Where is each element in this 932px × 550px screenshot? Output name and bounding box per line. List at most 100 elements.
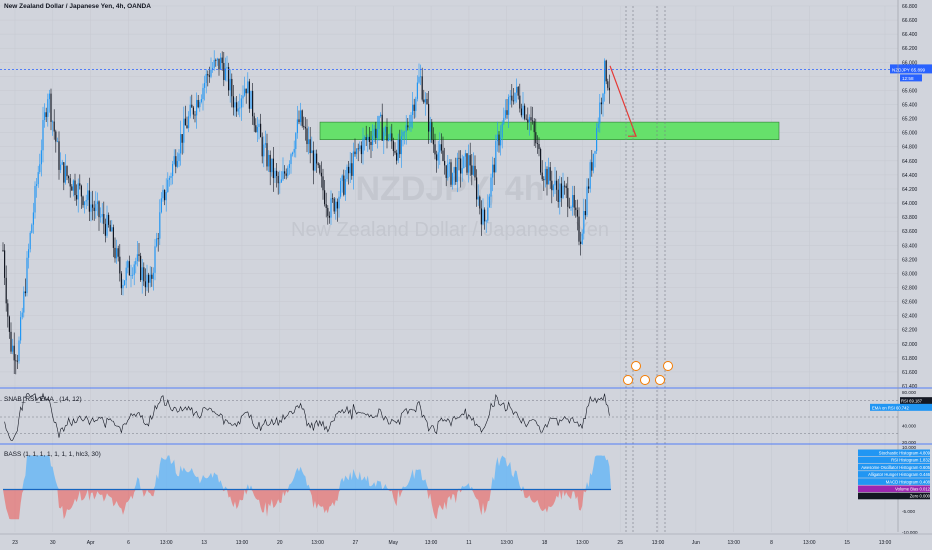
candle-body [23, 291, 25, 313]
candle-body [165, 192, 167, 201]
y-tick-label: 63.200 [902, 257, 918, 263]
candle-body [442, 150, 444, 161]
candle-body [13, 345, 15, 361]
candle-body [16, 360, 18, 362]
candle-body [293, 148, 295, 153]
y-tick-label: 62.000 [902, 342, 918, 348]
candle-body [295, 133, 297, 149]
candle-body [314, 153, 316, 171]
candle-body [109, 224, 111, 232]
candle-body [76, 195, 78, 200]
candle-body [434, 144, 436, 155]
candle-body [242, 95, 244, 99]
candle-body [300, 110, 302, 123]
candle-body [520, 108, 522, 116]
candle-body [343, 175, 345, 195]
candle-body [101, 214, 103, 217]
candle-body [120, 273, 122, 289]
candle-body [455, 167, 457, 182]
candle-body [589, 162, 591, 189]
candle-body [87, 190, 89, 201]
candle-body [384, 126, 386, 132]
candle-body [156, 238, 158, 247]
y-tick-label: 61.800 [902, 356, 918, 362]
candle-body [272, 158, 274, 179]
candle-body [397, 139, 399, 161]
candle-body [58, 141, 60, 170]
y-tick-label: 66.000 [902, 60, 918, 66]
y-tick-label: 62.200 [902, 328, 918, 334]
candle-body [562, 185, 564, 198]
candle-body [290, 154, 292, 165]
candle-body [394, 151, 396, 153]
candle-body [389, 133, 391, 139]
candle-body [360, 145, 362, 155]
x-tick-label: 13:00 [160, 540, 173, 546]
candle-body [277, 175, 279, 184]
x-tick-label: 13:00 [652, 540, 665, 546]
candle-body [36, 184, 38, 186]
y-tick-label: 66.200 [902, 46, 918, 52]
candle-body [194, 114, 196, 116]
candle-body [260, 123, 262, 138]
chart-title: New Zealand Dollar / Japanese Yen, 4h, O… [4, 3, 151, 10]
candle-body [154, 246, 156, 273]
candle-body [183, 118, 185, 143]
event-icon [640, 375, 650, 385]
candle-body [608, 87, 610, 91]
candle-body [160, 198, 162, 213]
candle-body [218, 58, 220, 70]
candle-body [266, 143, 268, 167]
candle-body [95, 204, 97, 212]
candle-body [607, 81, 609, 88]
candle-body [488, 196, 490, 208]
bass-tag: RSI Histogram 1.832 [891, 458, 931, 463]
candle-body [325, 204, 327, 208]
candle-body [18, 340, 20, 362]
candle-body [135, 261, 137, 265]
candle-body [84, 201, 86, 206]
candle-body [240, 98, 242, 108]
candle-body [375, 128, 377, 139]
candle-body [104, 223, 106, 236]
bass-tag-bg [858, 492, 930, 500]
candle-body [458, 157, 460, 159]
candle-body [490, 177, 492, 197]
candle-body [469, 155, 471, 166]
candle-body [304, 127, 306, 129]
candle-body [103, 214, 105, 224]
rsi-y-tick-label: 20.000 [902, 440, 916, 445]
candle-body [439, 144, 441, 153]
candle-body [202, 87, 204, 100]
forecast-arrow [609, 65, 637, 137]
candle-body [124, 280, 126, 285]
candle-body [402, 131, 404, 137]
candle-body [159, 212, 161, 239]
candle-body [308, 139, 310, 145]
bass-tag-bg [858, 471, 930, 478]
candle-body [181, 134, 183, 143]
candle-body [39, 164, 41, 173]
candle-body [460, 158, 462, 174]
candle-body [45, 112, 47, 117]
x-tick-label: 13:00 [425, 540, 438, 546]
candle-body [496, 134, 498, 142]
candle-body [221, 57, 223, 64]
candle-body [400, 136, 402, 155]
candle-body [170, 176, 172, 178]
candle-body [224, 68, 226, 81]
candle-body [106, 214, 108, 236]
candle-body [532, 120, 534, 122]
candle-body [236, 102, 238, 112]
candle-body [380, 114, 382, 117]
candle-body [408, 127, 410, 129]
candle-body [180, 134, 182, 154]
candle-body [493, 164, 495, 173]
candle-body [559, 183, 561, 202]
candle-body [346, 166, 348, 180]
candle-body [37, 172, 39, 185]
candle-body [79, 183, 81, 186]
price-label-bg [890, 64, 932, 74]
candle-body [125, 267, 127, 281]
